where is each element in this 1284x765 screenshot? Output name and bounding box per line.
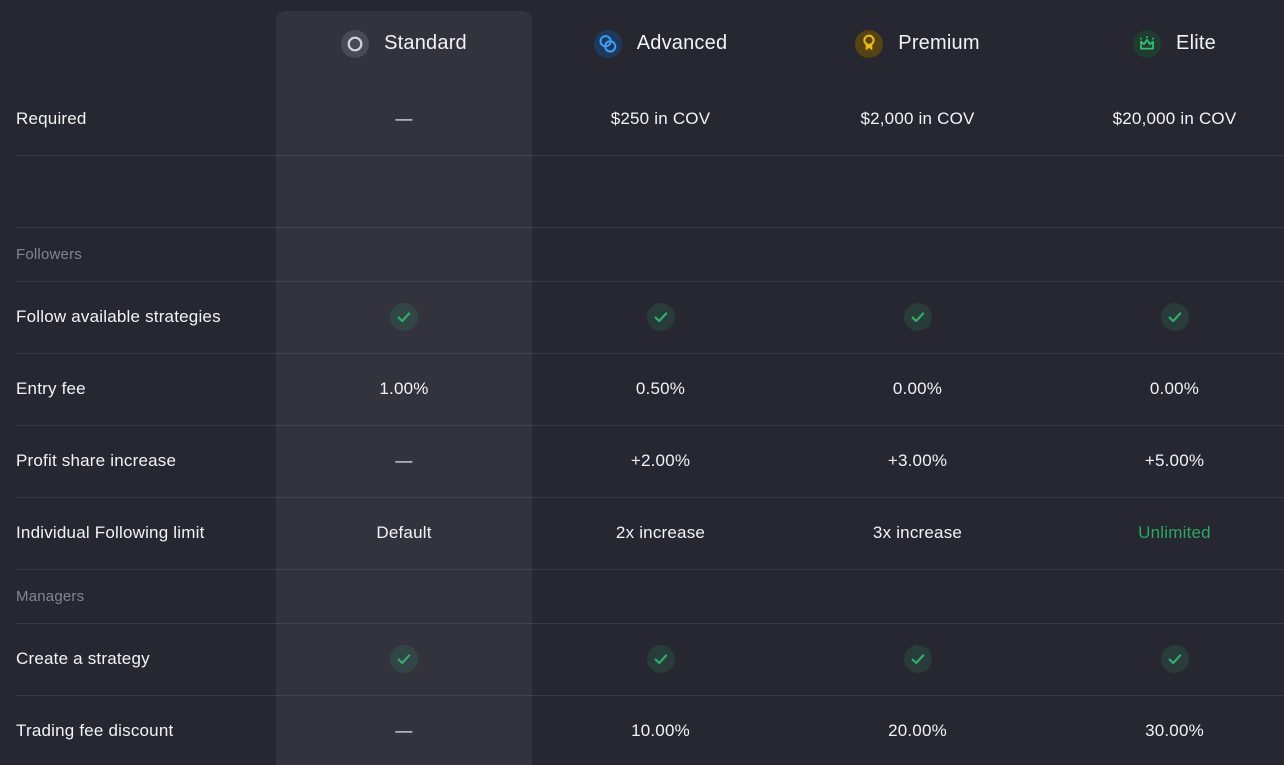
table-row: Individual Following limit Default 2x incr… bbox=[0, 497, 1284, 569]
row-value: $20,000 in COV bbox=[1112, 109, 1237, 128]
check-icon bbox=[276, 645, 532, 673]
linked-rings-icon bbox=[593, 29, 622, 58]
check-icon bbox=[646, 645, 675, 673]
section-row: Followers bbox=[0, 227, 1284, 281]
tier-name: Advanced bbox=[636, 32, 728, 54]
check-icon bbox=[532, 645, 789, 673]
check-icon bbox=[390, 303, 418, 331]
table-row: Entry fee 1.00% 0.50% 0.00% 0.00% bbox=[0, 353, 1284, 425]
table-body: Required — $250 in COV $2,000 in COV $20,000… bbox=[0, 83, 1284, 765]
row-value: Default bbox=[376, 523, 432, 542]
check-icon bbox=[1046, 645, 1284, 673]
check-icon bbox=[276, 303, 532, 331]
tier-header-standard[interactable]: Standard bbox=[276, 29, 532, 58]
row-value: $250 in COV bbox=[610, 109, 711, 128]
standard-column-highlight bbox=[276, 11, 532, 765]
check-icon bbox=[646, 303, 675, 331]
check-icon bbox=[903, 303, 932, 331]
check-icon bbox=[390, 645, 418, 673]
row-label: Entry fee bbox=[16, 379, 86, 398]
table-row: Create a strategy bbox=[0, 623, 1284, 695]
row-value: +3.00% bbox=[887, 451, 948, 470]
check-icon bbox=[1160, 303, 1189, 331]
section-label: Followers bbox=[16, 245, 82, 263]
row-value: 2x increase bbox=[615, 523, 706, 542]
tier-header-premium[interactable]: Premium bbox=[789, 29, 1046, 58]
row-value: 10.00% bbox=[631, 721, 690, 740]
row-value: 0.00% bbox=[1149, 379, 1200, 398]
row-value: — bbox=[395, 451, 413, 470]
row-label: Follow available strategies bbox=[16, 307, 221, 326]
row-value: 3x increase bbox=[872, 523, 963, 542]
tier-header-advanced[interactable]: Advanced bbox=[532, 29, 789, 58]
row-value: +5.00% bbox=[1144, 451, 1205, 470]
row-label: Individual Following limit bbox=[16, 523, 205, 542]
check-icon bbox=[789, 645, 1046, 673]
tier-name: Standard bbox=[384, 32, 467, 54]
medal-icon bbox=[855, 29, 884, 58]
table-row: Required — $250 in COV $2,000 in COV $20,000… bbox=[0, 83, 1284, 155]
row-value: 30.00% bbox=[1145, 721, 1204, 740]
tier-name: Elite bbox=[1176, 32, 1216, 54]
check-icon bbox=[789, 303, 1046, 331]
table-row: Trading fee discount — 10.00% 20.00% 30.00% bbox=[0, 695, 1284, 765]
row-value: Unlimited bbox=[1138, 523, 1211, 542]
row-value: 1.00% bbox=[379, 379, 429, 398]
row-value: 0.00% bbox=[892, 379, 943, 398]
section-row: Managers bbox=[0, 569, 1284, 623]
row-value: 0.50% bbox=[635, 379, 686, 398]
row-label: Profit share increase bbox=[16, 451, 177, 470]
row-label: Required bbox=[16, 109, 87, 128]
section-label: Managers bbox=[16, 587, 85, 605]
row-value: 20.00% bbox=[888, 721, 947, 740]
spacer-row bbox=[0, 155, 1284, 227]
row-value: — bbox=[395, 109, 413, 128]
tier-name: Premium bbox=[898, 32, 980, 54]
crown-icon bbox=[1133, 29, 1162, 58]
check-icon bbox=[903, 645, 932, 673]
table-row: Follow available strategies bbox=[0, 281, 1284, 353]
row-label: Create a strategy bbox=[16, 649, 150, 668]
check-icon bbox=[1046, 303, 1284, 331]
circle-outline-icon bbox=[341, 29, 370, 58]
row-label: Trading fee discount bbox=[16, 721, 174, 740]
row-value: $2,000 in COV bbox=[860, 109, 975, 128]
check-icon bbox=[532, 303, 789, 331]
table-row: Profit share increase — +2.00% +3.00% +5.00% bbox=[0, 425, 1284, 497]
tier-header-elite[interactable]: Elite bbox=[1046, 29, 1284, 58]
tier-header-row: Standard Advanced bbox=[0, 0, 1284, 83]
row-value: +2.00% bbox=[630, 451, 691, 470]
row-value: — bbox=[395, 721, 413, 740]
check-icon bbox=[1160, 645, 1189, 673]
